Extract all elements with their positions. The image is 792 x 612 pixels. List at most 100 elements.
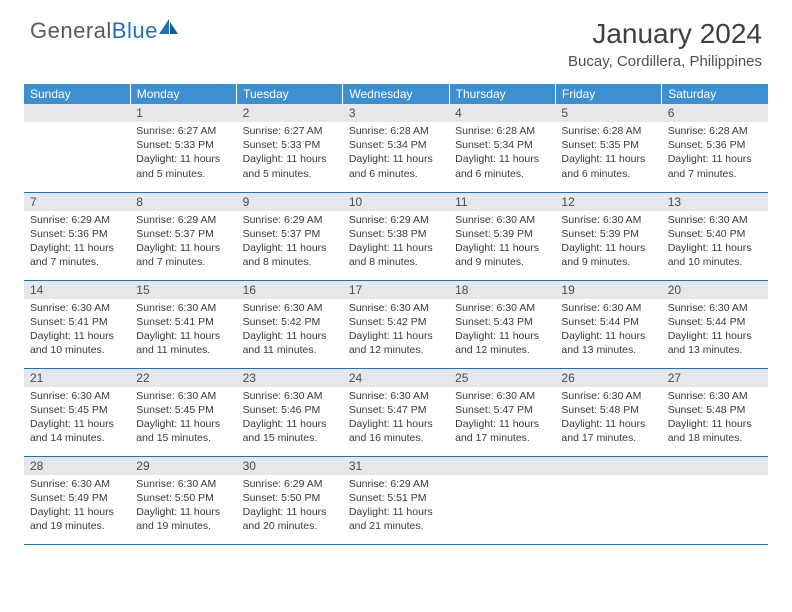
calendar-cell: [662, 456, 768, 544]
daylight-line: Daylight: 11 hours and 5 minutes.: [243, 153, 327, 179]
day-number: 16: [237, 281, 343, 299]
logo-text: GeneralBlue: [30, 18, 158, 44]
day-number-empty: [662, 457, 768, 475]
sunset-line: Sunset: 5:45 PM: [30, 404, 108, 416]
sunset-line: Sunset: 5:47 PM: [349, 404, 427, 416]
sunrise-line: Sunrise: 6:30 AM: [30, 390, 110, 402]
day-data: Sunrise: 6:30 AMSunset: 5:42 PMDaylight:…: [343, 299, 449, 362]
daylight-line: Daylight: 11 hours and 11 minutes.: [243, 330, 327, 356]
sunset-line: Sunset: 5:38 PM: [349, 228, 427, 240]
daylight-line: Daylight: 11 hours and 6 minutes.: [455, 153, 539, 179]
calendar-cell: 6Sunrise: 6:28 AMSunset: 5:36 PMDaylight…: [662, 104, 768, 192]
day-data: Sunrise: 6:27 AM Sunset: 5:33 PM Daylight:…: [237, 122, 343, 185]
daylight-line: Daylight: 11 hours and 14 minutes.: [30, 418, 114, 444]
daylight-line: Daylight: 11 hours and 17 minutes.: [455, 418, 539, 444]
day-number: 26: [555, 369, 661, 387]
daylight-line: Daylight: 11 hours and 10 minutes.: [30, 330, 114, 356]
weekday-header: Friday: [555, 84, 661, 104]
day-number: 8: [130, 193, 236, 211]
day-data: Sunrise: 6:28 AMSunset: 5:36 PMDaylight:…: [662, 122, 768, 185]
calendar-cell: 16Sunrise: 6:30 AMSunset: 5:42 PMDayligh…: [237, 280, 343, 368]
sunset-line: Sunset: 5:33 PM: [243, 139, 321, 151]
sunset-line: Sunset: 5:48 PM: [668, 404, 746, 416]
daylight-line: Daylight: 11 hours and 20 minutes.: [243, 506, 327, 532]
calendar-cell: 28Sunrise: 6:30 AMSunset: 5:49 PMDayligh…: [24, 456, 130, 544]
day-number-empty: [555, 457, 661, 475]
sunset-line: Sunset: 5:51 PM: [349, 492, 427, 504]
logo-word2: Blue: [112, 18, 158, 43]
calendar-cell: 31Sunrise: 6:29 AMSunset: 5:51 PMDayligh…: [343, 456, 449, 544]
sunrise-line: Sunrise: 6:30 AM: [455, 390, 535, 402]
daylight-line: Daylight: 11 hours and 6 minutes.: [349, 153, 433, 179]
calendar-row: 14Sunrise: 6:30 AMSunset: 5:41 PMDayligh…: [24, 280, 768, 368]
daylight-line: Daylight: 11 hours and 7 minutes.: [668, 153, 752, 179]
day-number: 10: [343, 193, 449, 211]
calendar-cell: 29Sunrise: 6:30 AMSunset: 5:50 PMDayligh…: [130, 456, 236, 544]
sunset-line: Sunset: 5:48 PM: [561, 404, 639, 416]
sunset-line: Sunset: 5:47 PM: [455, 404, 533, 416]
calendar-cell: [24, 104, 130, 192]
calendar-row: 28Sunrise: 6:30 AMSunset: 5:49 PMDayligh…: [24, 456, 768, 544]
day-number-empty: [449, 457, 555, 475]
month-title: January 2024: [568, 18, 762, 50]
sunset-line: Sunset: 5:50 PM: [136, 492, 214, 504]
sunset-line: Sunset: 5:36 PM: [30, 228, 108, 240]
daylight-line: Daylight: 11 hours and 5 minutes.: [136, 153, 220, 179]
calendar-head: SundayMondayTuesdayWednesdayThursdayFrid…: [24, 84, 768, 104]
calendar-cell: 30Sunrise: 6:29 AMSunset: 5:50 PMDayligh…: [237, 456, 343, 544]
calendar-cell: 8Sunrise: 6:29 AMSunset: 5:37 PMDaylight…: [130, 192, 236, 280]
calendar-cell: 27Sunrise: 6:30 AMSunset: 5:48 PMDayligh…: [662, 368, 768, 456]
calendar-cell: [449, 456, 555, 544]
sunset-line: Sunset: 5:40 PM: [668, 228, 746, 240]
daylight-line: Daylight: 11 hours and 7 minutes.: [136, 242, 220, 268]
sunrise-line: Sunrise: 6:30 AM: [30, 478, 110, 490]
day-number: 5: [555, 104, 661, 122]
calendar-cell: 2Sunrise: 6:27 AMSunset: 5:33 PMDaylight…: [237, 104, 343, 192]
day-number: 14: [24, 281, 130, 299]
day-data: Sunrise: 6:30 AMSunset: 5:39 PMDaylight:…: [449, 211, 555, 274]
daylight-line: Daylight: 11 hours and 8 minutes.: [349, 242, 433, 268]
day-number: 20: [662, 281, 768, 299]
sunset-line: Sunset: 5:41 PM: [136, 316, 214, 328]
sunset-line: Sunset: 5:36 PM: [668, 139, 746, 151]
calendar-body: 1Sunrise: 6:27 AMSunset: 5:33 PMDaylight…: [24, 104, 768, 544]
day-data: Sunrise: 6:30 AMSunset: 5:41 PMDaylight:…: [130, 299, 236, 362]
sunrise-line: Sunrise: 6:28 AM: [455, 125, 535, 137]
sunrise-line: Sunrise: 6:29 AM: [243, 214, 323, 226]
sunset-line: Sunset: 5:49 PM: [30, 492, 108, 504]
calendar-cell: 23Sunrise: 6:30 AMSunset: 5:46 PMDayligh…: [237, 368, 343, 456]
day-number-empty: [24, 104, 130, 122]
day-data: Sunrise: 6:30 AMSunset: 5:50 PMDaylight:…: [130, 475, 236, 538]
day-data: Sunrise: 6:29 AMSunset: 5:51 PMDaylight:…: [343, 475, 449, 538]
calendar-cell: 25Sunrise: 6:30 AMSunset: 5:47 PMDayligh…: [449, 368, 555, 456]
day-data: Sunrise: 6:29 AMSunset: 5:36 PMDaylight:…: [24, 211, 130, 274]
sunrise-line: Sunrise: 6:29 AM: [243, 478, 323, 490]
calendar-cell: 13Sunrise: 6:30 AMSunset: 5:40 PMDayligh…: [662, 192, 768, 280]
day-data: Sunrise: 6:30 AMSunset: 5:43 PMDaylight:…: [449, 299, 555, 362]
sunrise-line: Sunrise: 6:30 AM: [455, 214, 535, 226]
day-data: Sunrise: 6:29 AMSunset: 5:50 PMDaylight:…: [237, 475, 343, 538]
title-block: January 2024 Bucay, Cordillera, Philippi…: [568, 18, 762, 70]
day-number: 17: [343, 281, 449, 299]
sunrise-line: Sunrise: 6:28 AM: [349, 125, 429, 137]
daylight-line: Daylight: 11 hours and 18 minutes.: [668, 418, 752, 444]
sunrise-line: Sunrise: 6:27 AM: [243, 125, 323, 137]
day-number: 3: [343, 104, 449, 122]
day-data: Sunrise: 6:30 AMSunset: 5:41 PMDaylight:…: [24, 299, 130, 362]
sunset-line: Sunset: 5:42 PM: [243, 316, 321, 328]
sunset-line: Sunset: 5:39 PM: [455, 228, 533, 240]
daylight-line: Daylight: 11 hours and 13 minutes.: [561, 330, 645, 356]
calendar-cell: 11Sunrise: 6:30 AMSunset: 5:39 PMDayligh…: [449, 192, 555, 280]
calendar-row: 7Sunrise: 6:29 AMSunset: 5:36 PMDaylight…: [24, 192, 768, 280]
day-data: Sunrise: 6:30 AM Sunset: 5:47 PM Daylight:…: [449, 387, 555, 450]
sunset-line: Sunset: 5:43 PM: [455, 316, 533, 328]
day-data: Sunrise: 6:28 AM Sunset: 5:34 PM Daylight:…: [343, 122, 449, 185]
header: GeneralBlue January 2024 Bucay, Cordille…: [0, 0, 792, 78]
sunrise-line: Sunrise: 6:30 AM: [349, 302, 429, 314]
calendar-cell: 18Sunrise: 6:30 AMSunset: 5:43 PMDayligh…: [449, 280, 555, 368]
sunset-line: Sunset: 5:34 PM: [349, 139, 427, 151]
day-number: 30: [237, 457, 343, 475]
daylight-line: Daylight: 11 hours and 9 minutes.: [561, 242, 645, 268]
sunrise-line: Sunrise: 6:29 AM: [136, 214, 216, 226]
day-number: 7: [24, 193, 130, 211]
